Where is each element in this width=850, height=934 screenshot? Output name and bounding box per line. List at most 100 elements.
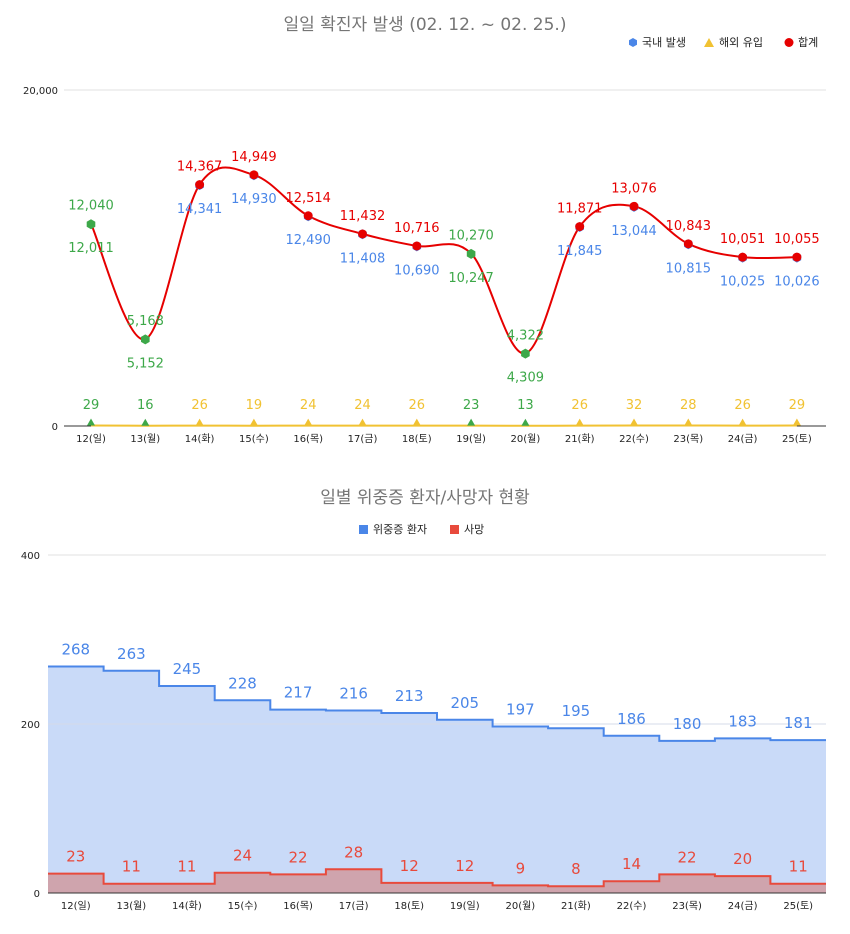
chart1-total-marker: [358, 229, 367, 239]
chart1-legend-domestic: 국내 발생: [642, 36, 686, 49]
chart1-x-tick: 22(수): [619, 433, 649, 445]
chart1-total-line: [90, 166, 797, 355]
chart1-total-marker: [575, 222, 585, 232]
chart1-x-tick: 21(화): [565, 433, 595, 445]
chart2-ytick-0: 0: [34, 889, 40, 900]
chart1-domestic-label: 13,044: [611, 224, 657, 239]
chart1-overseas-label: 13: [517, 398, 534, 413]
chart2-death-label: 11: [122, 858, 141, 876]
chart1-overseas-label: 24: [300, 398, 317, 413]
chart2-x-tick: 14(화): [172, 900, 202, 912]
chart1-domestic-label: 10,025: [720, 275, 766, 290]
chart1-total-label: 5,168: [127, 314, 164, 329]
chart1-overseas-marker: [358, 418, 367, 426]
chart1-total-label: 10,270: [448, 228, 494, 243]
chart1-total-label: 11,432: [340, 209, 386, 224]
chart1-overseas-label: 26: [734, 398, 751, 413]
chart2-death-label: 8: [571, 860, 581, 878]
chart1-domestic-marker: [141, 334, 150, 345]
chart2-critical-label: 268: [61, 641, 90, 659]
legend-triangle-icon: [704, 38, 714, 47]
chart2-title: 일별 위중증 환자/사망자 현황: [320, 488, 530, 508]
chart1-total-label: 10,051: [720, 232, 766, 247]
chart1-total-label: 4,322: [507, 328, 544, 343]
chart1-data-labels: 12,040 5,168 14,367 14,949 12,514 11,432 10,71…: [68, 150, 819, 413]
chart2-death-area: [48, 869, 826, 893]
chart1-x-ticks: 12(일) 13(월) 14(화) 15(수) 16(목) 17(금) 18(토) 19(일)…: [76, 433, 812, 445]
chart1-domestic-label: 10,690: [394, 263, 440, 278]
chart1-overseas-marker: [575, 418, 584, 426]
chart1-overseas-marker: [521, 418, 530, 426]
chart1-overseas-label: 32: [626, 398, 643, 413]
chart2-critical-label: 217: [284, 684, 313, 702]
chart2-x-tick: 25(토): [783, 901, 813, 912]
chart1-legend-overseas: 해외 유입: [719, 35, 763, 49]
chart2-x-tick: 21(화): [561, 900, 591, 912]
chart1-x-tick: 20(월): [511, 433, 541, 445]
chart1-domestic-label: 12,490: [285, 233, 331, 248]
chart1-total-marker: [412, 241, 422, 251]
chart1-x-tick: 23(목): [673, 433, 703, 445]
chart1-series-lines: [90, 166, 797, 427]
chart1-legend-total: 합계: [798, 36, 818, 49]
chart1-overseas-label: 29: [83, 398, 100, 413]
chart1-total-label: 11,871: [557, 202, 603, 217]
chart2-critical-label: 197: [506, 701, 535, 719]
chart2-legend-critical: 위중증 환자: [373, 523, 427, 536]
chart2-critical-label: 183: [728, 712, 757, 730]
chart1-overseas-marker: [195, 418, 204, 426]
chart2-critical-label: 228: [228, 674, 257, 692]
chart1-total-label: 12,514: [285, 191, 331, 206]
chart1-domestic-label: 4,309: [507, 371, 544, 386]
chart2-critical-line: [48, 665, 826, 742]
chart1-domestic-marker: [466, 248, 476, 259]
chart1-overseas-label: 26: [409, 398, 426, 413]
chart2-critical-label: 195: [562, 702, 591, 720]
chart2-death-label: 20: [733, 850, 752, 868]
chart1-ytick-20000: 20,000: [23, 86, 58, 97]
chart1-overseas-marker: [87, 418, 95, 426]
chart2-death-label: 23: [66, 848, 85, 866]
chart2-x-tick: 19(일): [450, 900, 480, 912]
chart2-x-tick: 13(월): [116, 900, 146, 912]
chart1-domestic-label: 10,247: [448, 271, 494, 286]
chart2-x-tick: 23(목): [672, 900, 702, 912]
chart2-x-tick: 18(토): [394, 901, 424, 912]
chart2-series-lines: [48, 665, 826, 888]
chart2-legend-death: 사망: [464, 523, 484, 536]
chart2-critical-label: 213: [395, 687, 424, 705]
chart2-x-tick: 15(수): [228, 900, 258, 912]
chart1-overseas-label: 16: [137, 398, 154, 413]
chart1-x-tick: 14(화): [185, 433, 215, 445]
chart1-total-label: 10,843: [666, 219, 712, 234]
chart1-total-label: 14,949: [231, 150, 277, 165]
chart2-death-label: 24: [233, 847, 252, 865]
chart1-total-marker: [683, 239, 693, 249]
chart2-ytick-200: 200: [21, 720, 40, 731]
chart1-overseas-marker: [141, 418, 150, 426]
chart1-x-tick: 13(월): [130, 433, 160, 445]
chart1-overseas-label: 28: [680, 398, 697, 413]
chart2-critical-label: 263: [117, 645, 146, 663]
chart1-domestic-marker: [521, 348, 530, 359]
chart2-death-label: 9: [516, 859, 526, 877]
chart2-critical-area: [48, 666, 826, 893]
chart1-total-label: 10,055: [774, 232, 820, 247]
chart1-overseas-label: 26: [571, 398, 588, 413]
chart2-x-tick: 17(금): [339, 900, 369, 912]
chart1-ytick-0: 0: [52, 422, 58, 433]
chart1-domestic-label: 11,845: [557, 244, 603, 259]
chart1-domestic-label: 12,011: [68, 241, 114, 256]
chart1-overseas-marker: [467, 418, 476, 426]
chart2-x-ticks: 12(일) 13(월) 14(화) 15(수) 16(목) 17(금) 18(토) 19(일)…: [61, 900, 813, 912]
chart1-domestic-label: 10,026: [774, 275, 820, 290]
chart1-total-label: 12,040: [68, 199, 114, 214]
chart1-total-marker: [195, 180, 205, 190]
chart2-x-tick: 24(금): [728, 900, 758, 912]
chart1-total-marker: [738, 252, 748, 262]
chart1-total-marker: [792, 252, 802, 262]
chart1-domestic-label: 14,341: [177, 202, 223, 217]
chart1-total-label: 13,076: [611, 181, 657, 196]
